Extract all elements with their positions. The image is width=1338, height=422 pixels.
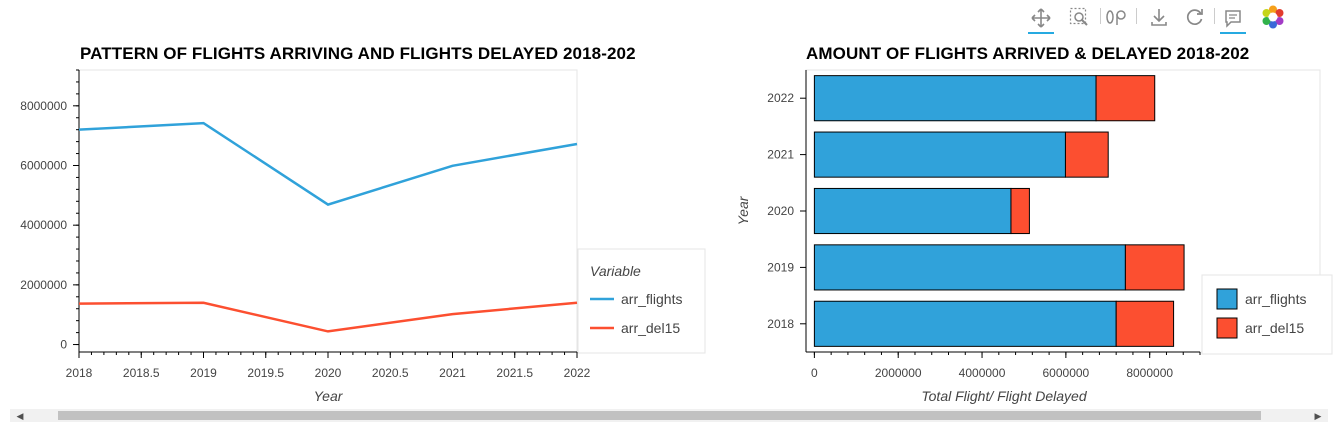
bar-chart-bars [813, 75, 1185, 347]
y-tick-label: 2020 [767, 204, 794, 218]
line-chart-legend: Variable arr_flights arr_del15 [577, 248, 706, 354]
x-tick-label: 6000000 [1043, 366, 1090, 380]
x-tick-label: 2022 [564, 366, 591, 380]
bar-chart-y-ticks: 2018 2019 2020 2021 2022 [767, 91, 806, 331]
y-tick-label: 2019 [767, 260, 794, 274]
line-chart-series [78, 121, 578, 333]
series-line-arr-flights [78, 121, 578, 206]
y-tick-label: 6000000 [20, 158, 67, 172]
y-tick-label: 0 [60, 338, 67, 352]
x-tick-label: 4000000 [959, 366, 1006, 380]
legend-label-arr-flights: arr_flights [1245, 291, 1306, 307]
y-tick-label: 2000000 [20, 278, 67, 292]
line-chart[interactable]: PATTERN OF FLIGHTS ARRIVING AND FLIGHTS … [20, 44, 706, 404]
line-chart-plot-area [78, 69, 578, 353]
y-tick-label: 2018 [767, 317, 794, 331]
hover-tool-button[interactable] [1220, 4, 1246, 34]
horizontal-scrollbar[interactable]: ◀ ▶ [10, 409, 1328, 422]
bar-chart-x-ticks: 0 2000000 4000000 6000000 8000000 [811, 352, 1201, 380]
bar-arr-flights-2021 [813, 131, 1066, 178]
x-tick-label: 2018.5 [123, 366, 160, 380]
x-tick-label: 8000000 [1126, 366, 1173, 380]
reset-button[interactable] [1182, 4, 1208, 30]
legend-swatch-arr-flights [1216, 288, 1238, 310]
wheel-zoom-button[interactable] [1104, 4, 1130, 30]
move-arrows-icon [1031, 8, 1051, 28]
bar-chart-legend: arr_flights arr_del15 [1201, 274, 1333, 355]
pan-tool-button[interactable] [1028, 4, 1054, 34]
refresh-icon [1186, 9, 1203, 25]
bar-arr-del15-2020 [1010, 187, 1030, 235]
plot-toolbar [1020, 0, 1320, 36]
bar-chart[interactable]: AMOUNT OF FLIGHTS ARRIVED & DELAYED 2018… [735, 44, 1333, 404]
series-line-arr-del15 [78, 301, 578, 333]
x-tick-label: 2020 [315, 366, 342, 380]
bar-arr-flights-2022 [813, 75, 1097, 122]
x-tick-label: 2000000 [875, 366, 922, 380]
bar-arr-del15-2021 [1064, 131, 1109, 178]
y-tick-label: 2021 [767, 148, 794, 162]
y-tick-label: 2022 [767, 91, 794, 105]
scroll-right-arrow-icon[interactable]: ▶ [1314, 411, 1322, 421]
legend-label-arr-flights: arr_flights [621, 291, 682, 307]
box-zoom-button[interactable] [1066, 4, 1092, 30]
legend-label-arr-del15: arr_del15 [1245, 320, 1304, 336]
bar-arr-flights-2018 [813, 300, 1117, 347]
bar-arr-del15-2019 [1124, 244, 1185, 291]
legend-title: Variable [590, 263, 641, 279]
bar-chart-title: AMOUNT OF FLIGHTS ARRIVED & DELAYED 2018… [806, 44, 1249, 63]
line-chart-title: PATTERN OF FLIGHTS ARRIVING AND FLIGHTS … [80, 44, 636, 63]
x-tick-label: 0 [811, 366, 818, 380]
comment-icon [1225, 10, 1241, 28]
line-chart-x-axis-label: Year [314, 388, 344, 404]
wheel-zoom-icon [1106, 10, 1126, 25]
scroll-left-arrow-icon[interactable]: ◀ [16, 411, 24, 421]
x-tick-label: 2018 [66, 366, 93, 380]
bar-arr-flights-2019 [813, 244, 1126, 291]
bar-chart-x-axis-label: Total Flight/ Flight Delayed [921, 388, 1087, 404]
bokeh-logo-icon [1262, 5, 1284, 29]
save-button[interactable] [1146, 4, 1172, 30]
box-zoom-icon [1069, 7, 1088, 26]
legend-swatch-arr-del15 [1216, 317, 1238, 339]
scrollbar-thumb[interactable] [58, 411, 1261, 420]
line-chart-y-ticks: 0 2000000 4000000 6000000 8000000 [20, 69, 79, 352]
download-icon [1151, 9, 1167, 26]
bar-arr-del15-2018 [1115, 300, 1175, 347]
legend-label-arr-del15: arr_del15 [621, 320, 680, 336]
x-tick-label: 2019 [190, 366, 217, 380]
bar-arr-flights-2020 [813, 187, 1012, 235]
x-tick-label: 2021.5 [496, 366, 533, 380]
x-tick-label: 2021 [439, 366, 466, 380]
bar-chart-y-axis-label: Year [735, 195, 751, 225]
y-tick-label: 8000000 [20, 99, 67, 113]
bar-arr-del15-2022 [1095, 75, 1156, 122]
line-chart-x-ticks: 2018 2018.5 2019 2019.5 2020 2020.5 2021 2021.5… [66, 352, 591, 380]
x-tick-label: 2019.5 [247, 366, 284, 380]
x-tick-label: 2020.5 [372, 366, 409, 380]
y-tick-label: 4000000 [20, 218, 67, 232]
bokeh-logo-link[interactable] [1260, 4, 1286, 30]
